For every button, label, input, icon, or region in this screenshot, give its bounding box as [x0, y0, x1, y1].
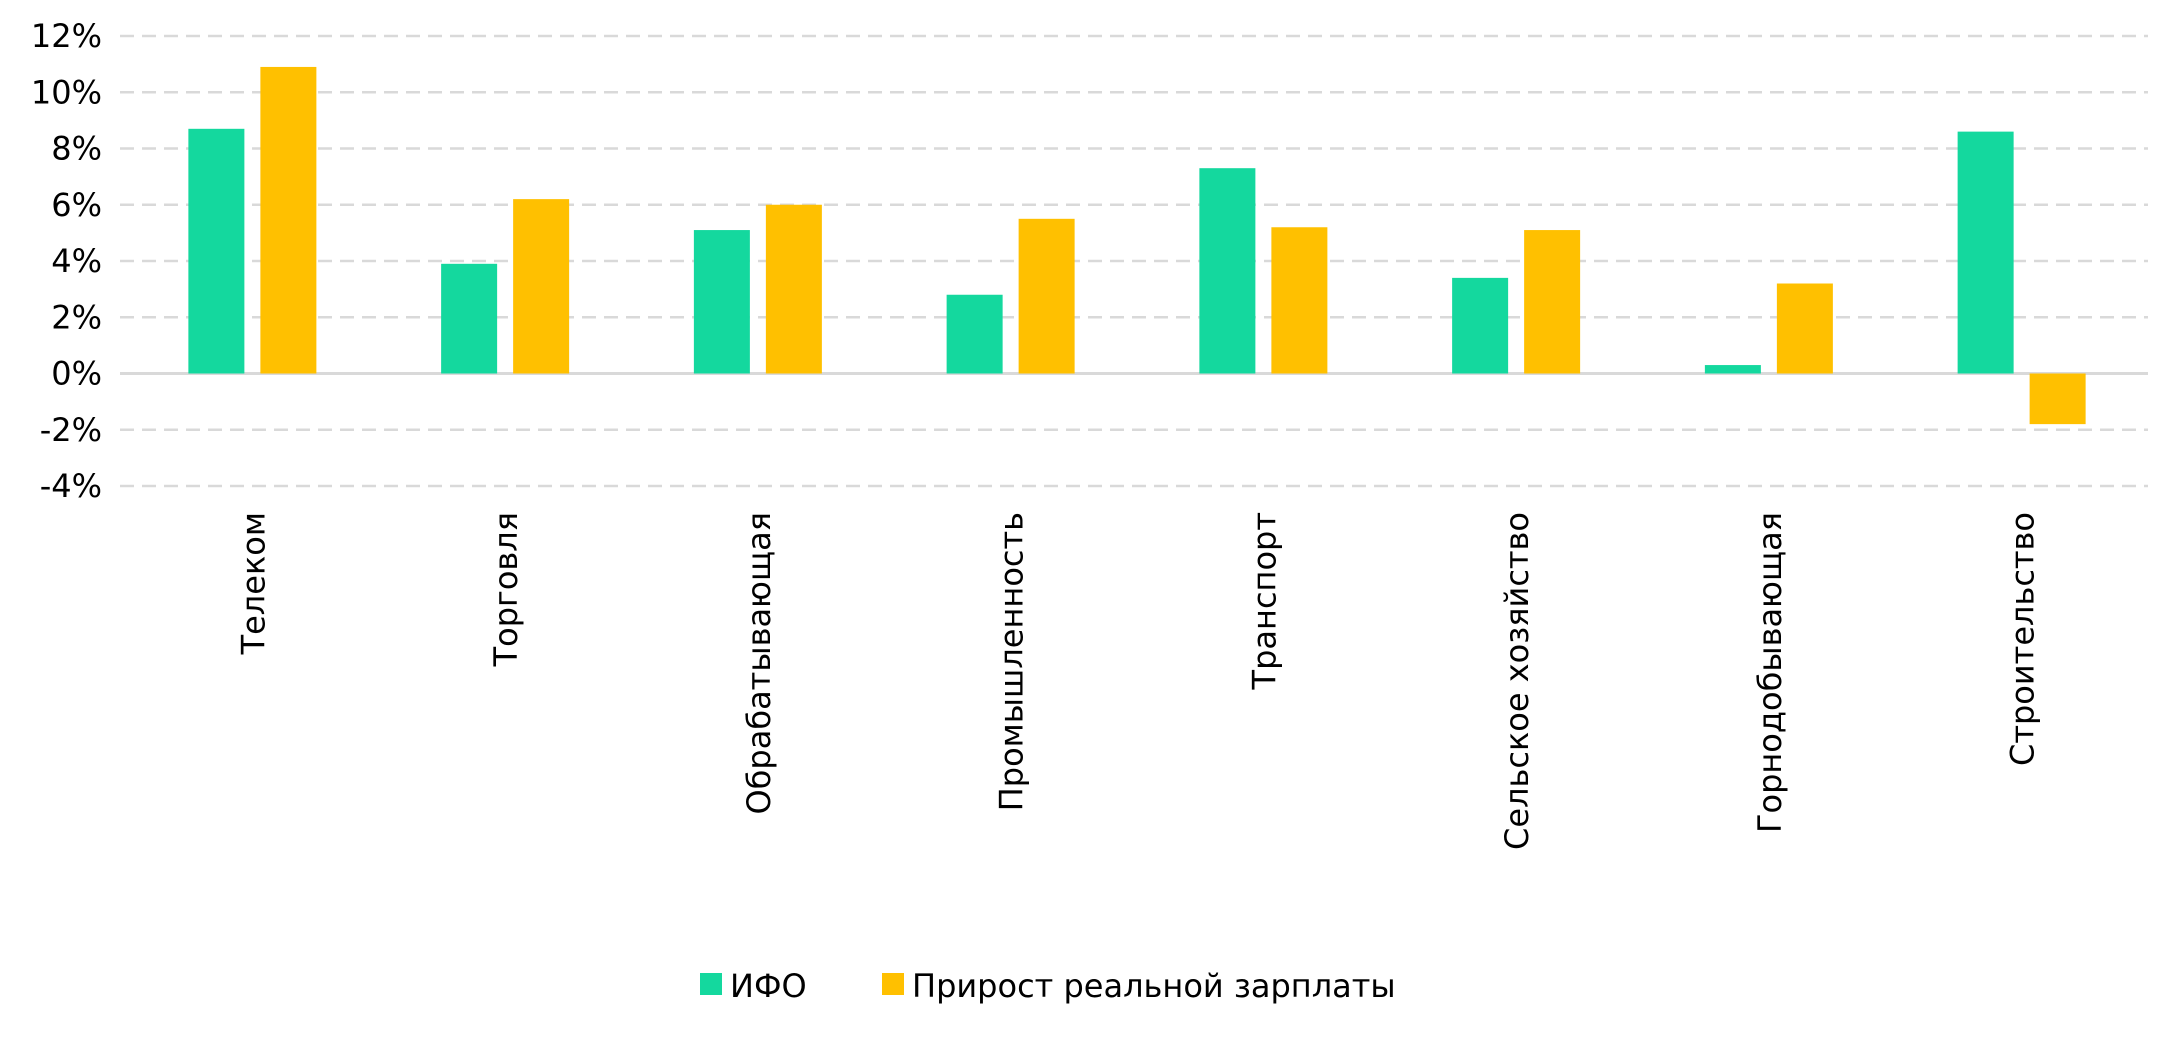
bar-real-wage-6: [1776, 283, 1833, 374]
bar-ifo-0: [188, 128, 245, 374]
bar-ifo-7: [1957, 131, 2014, 374]
y-tick-label: 6%: [51, 186, 102, 224]
bars: [188, 66, 2086, 425]
bar-ifo-1: [441, 263, 498, 374]
bar-real-wage-0: [260, 66, 317, 374]
legend: ИФО Прирост реальной зарплаты: [700, 967, 1396, 1005]
bar-real-wage-1: [513, 199, 570, 374]
y-tick-label: 8%: [51, 130, 102, 168]
legend-swatch-real-wage: [882, 973, 904, 995]
bar-real-wage-3: [1018, 218, 1075, 374]
bar-ifo-5: [1452, 277, 1509, 374]
legend-label-ifo: ИФО: [730, 967, 807, 1005]
y-tick-label: 2%: [51, 298, 102, 336]
y-tick-label: -4%: [40, 467, 102, 505]
bar-real-wage-4: [1271, 227, 1328, 374]
bar-ifo-4: [1199, 168, 1256, 374]
bar-ifo-6: [1704, 365, 1761, 374]
bar-ifo-2: [693, 230, 750, 374]
y-tick-label: 12%: [31, 17, 102, 55]
y-tick-label: 10%: [31, 73, 102, 111]
y-tick-label: -2%: [40, 411, 102, 449]
category-label: Строительство: [2004, 512, 2042, 766]
legend-swatch-ifo: [700, 973, 722, 995]
category-label: Сельское хозяйство: [1498, 512, 1536, 850]
y-tick-label: 4%: [51, 242, 102, 280]
y-tick-label: 0%: [51, 355, 102, 393]
bar-real-wage-5: [1524, 230, 1581, 374]
legend-label-real-wage: Прирост реальной зарплаты: [912, 967, 1396, 1005]
bar-real-wage-2: [765, 204, 822, 374]
bar-real-wage-7: [2029, 373, 2086, 425]
gridlines: [120, 34, 2148, 488]
x-axis-labels: Телеком Торговля Обрабатывающая Промышленно…: [234, 512, 2041, 850]
bar-ifo-3: [946, 294, 1003, 374]
category-label: Торговля: [487, 512, 525, 667]
category-label: Обрабатывающая: [740, 512, 778, 815]
category-label: Горнодобывающая: [1751, 512, 1789, 833]
category-label: Транспорт: [1245, 512, 1283, 690]
y-axis-ticks: 12% 10% 8% 6% 4% 2% 0% -2% -4%: [31, 17, 102, 505]
category-label: Промышленность: [993, 512, 1031, 811]
category-label: Телеком: [234, 512, 272, 655]
